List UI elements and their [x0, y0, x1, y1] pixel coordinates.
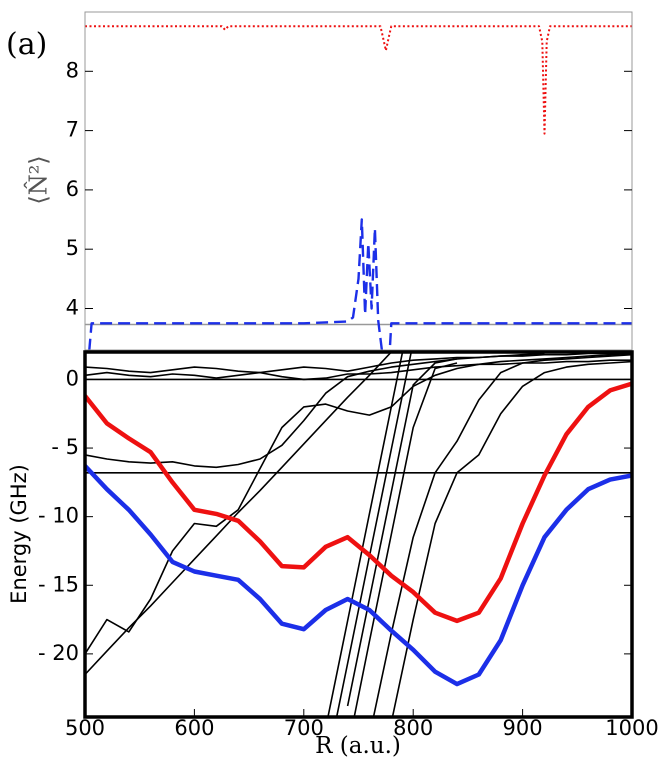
series-line [85, 352, 632, 655]
plot-area [85, 352, 632, 717]
plot-frame [84, 11, 633, 351]
y-tick-label: 8 [66, 58, 79, 82]
series-line [353, 362, 458, 717]
x-tick-label: 600 [174, 716, 214, 740]
series-line [85, 25, 632, 135]
y-tick-label: 4 [66, 295, 79, 319]
plot-area [85, 25, 632, 350]
series-line [85, 352, 545, 469]
series-line [88, 218, 632, 350]
y-axis-title: Energy (GHz) [7, 464, 31, 604]
x-tick-label: 900 [503, 716, 543, 740]
y-tick-label: 0 [66, 366, 79, 390]
series-line [391, 360, 632, 717]
series-line [85, 381, 632, 624]
series-line [372, 353, 632, 717]
y-tick-label: 7 [66, 118, 79, 142]
y-axis-title: ⟨N̂²⟩ [24, 155, 52, 204]
y-tick-label: - 5 [51, 435, 79, 459]
plot-frame [83, 350, 634, 719]
series-line [335, 352, 413, 717]
x-axis-title: R (a.u.) [315, 733, 401, 759]
y-tick-label: 5 [66, 236, 79, 260]
x-tick-label: 800 [393, 716, 433, 740]
x-tick-label: 1000 [605, 716, 658, 740]
x-tick-label: 700 [284, 716, 324, 740]
y-tick-label: 6 [66, 177, 79, 201]
series-line [85, 352, 632, 374]
series-line [346, 358, 458, 707]
y-tick-label: - 20 [38, 641, 79, 665]
x-tick-label: 500 [65, 716, 105, 740]
panel-label: (a) [6, 27, 47, 62]
y-tick-label: - 15 [38, 572, 79, 596]
series-line [85, 464, 632, 687]
series-line [327, 352, 404, 717]
y-tick-label: - 10 [38, 504, 79, 528]
